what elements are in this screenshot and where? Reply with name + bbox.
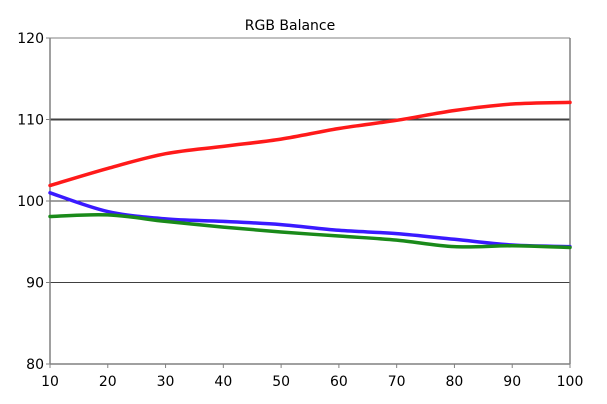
y-tick-labels: 80 90 100 110 120 (17, 31, 44, 373)
series-line-2 (48, 212, 572, 250)
x-tick-label-60: 60 (330, 374, 348, 390)
x-tick-label-50: 50 (272, 374, 290, 390)
x-tick-label-30: 30 (157, 374, 175, 390)
axes (46, 37, 571, 368)
x-tick-labels: 10 20 30 40 50 60 70 80 90 100 (41, 374, 583, 390)
x-tick-label-40: 40 (214, 374, 232, 390)
x-tick-label-10: 10 (41, 374, 59, 390)
x-tick-label-100: 100 (557, 374, 584, 390)
x-tick-label-20: 20 (99, 374, 117, 390)
x-tick-label-90: 90 (503, 374, 521, 390)
chart-title: RGB Balance (245, 18, 335, 34)
y-tick-label-120: 120 (17, 31, 44, 47)
y-tick-label-80: 80 (26, 357, 44, 373)
y-tick-label-110: 110 (17, 113, 44, 129)
series-line-0 (48, 100, 572, 188)
y-tick-label-100: 100 (17, 194, 44, 210)
gridlines (50, 37, 570, 365)
series-lines (48, 100, 572, 250)
y-tick-label-90: 90 (26, 276, 44, 292)
x-tick-label-70: 70 (388, 374, 406, 390)
x-tick-label-80: 80 (446, 374, 464, 390)
